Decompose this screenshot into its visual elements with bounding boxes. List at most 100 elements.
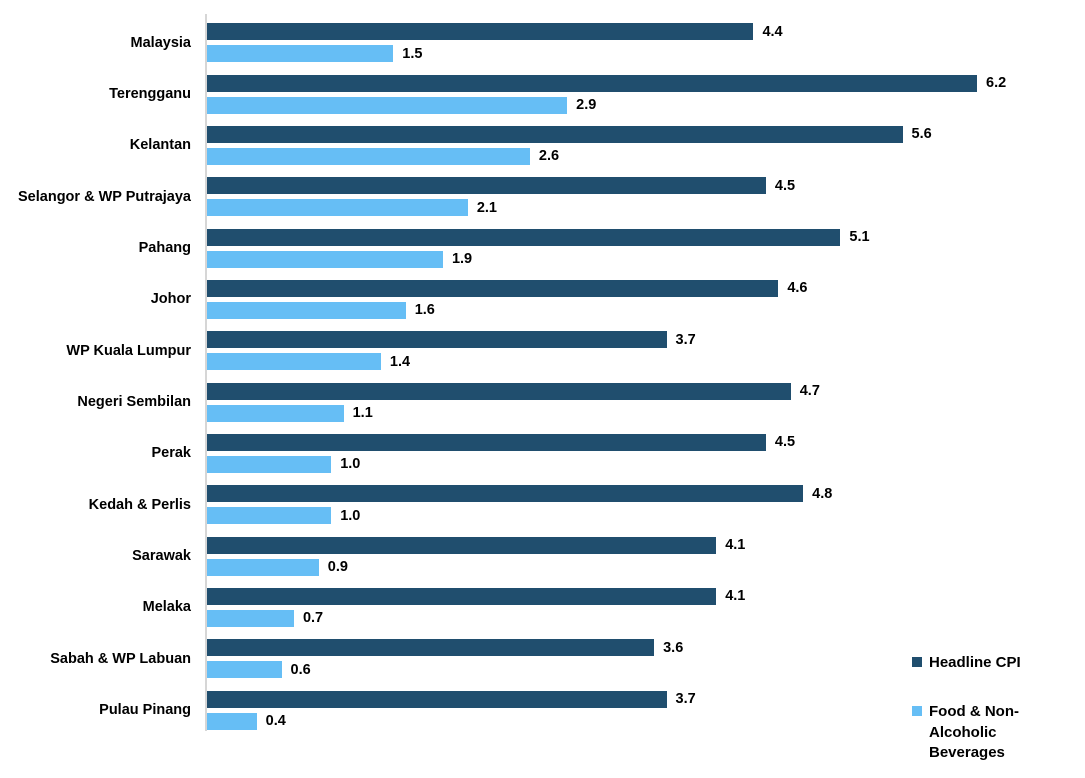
value-label: 0.9: [327, 559, 348, 576]
bar-line-headline: 4.5: [207, 433, 1085, 451]
food-beverages-bar: [207, 455, 332, 473]
legend-label-headline-cpi: Headline CPI: [929, 654, 1021, 671]
value-label: 4.6: [787, 280, 808, 297]
headline-cpi-bar: [207, 23, 754, 41]
bar-group: 4.7 1.1: [207, 382, 1085, 422]
bar-line-headline: 4.1: [207, 536, 1085, 554]
value-label: 4.1: [725, 588, 746, 605]
headline-cpi-bar: [207, 177, 766, 195]
category-label: Terengganu: [109, 85, 191, 102]
chart-rows: Malaysia 4.4 1.5 Terengganu 6.2 2.9 Kelantan 5.…: [0, 17, 1085, 736]
headline-cpi-bar: [207, 485, 804, 503]
bar-line-food: 1.1: [207, 404, 1085, 422]
headline-cpi-bar: [207, 228, 841, 246]
bar-line-food: 1.5: [207, 45, 1085, 63]
value-label: 2.1: [476, 199, 497, 216]
bar-line-food: 1.6: [207, 301, 1085, 319]
legend: Headline CPI Food & Non-Alcoholic Bevera…: [912, 653, 1072, 763]
value-label: 1.4: [389, 353, 411, 370]
bar-line-headline: 4.1: [207, 587, 1085, 605]
value-label: 2.6: [538, 148, 560, 165]
food-beverages-bar: [207, 661, 282, 679]
bar-line-food: 1.0: [207, 507, 1085, 525]
bar-line-food: 1.0: [207, 455, 1085, 473]
category-label: Sarawak: [132, 548, 191, 565]
headline-cpi-bar: [207, 382, 791, 400]
category-label: Johor: [150, 291, 191, 308]
bar-line-headline: 3.6: [207, 639, 1085, 657]
chart-row-13: Pulau Pinang 3.7 0.4: [0, 684, 1085, 735]
bar-group: 4.5 2.1: [207, 177, 1085, 217]
category-label: Kedah & Perlis: [88, 496, 191, 513]
value-label: 5.6: [911, 126, 932, 143]
headline-cpi-bar: [207, 587, 717, 605]
value-label: 4.8: [812, 485, 833, 502]
bar-group: 4.6 1.6: [207, 279, 1085, 319]
headline-cpi-bar: [207, 690, 667, 708]
chart-row-0: Malaysia 4.4 1.5: [0, 17, 1085, 68]
bar-line-headline: 5.6: [207, 125, 1085, 143]
bar-group: 4.1 0.7: [207, 587, 1085, 627]
category-label: Perak: [151, 445, 191, 462]
bar-group: 3.6 0.6: [207, 639, 1085, 679]
bar-line-food: 0.7: [207, 609, 1085, 627]
value-label: 4.5: [774, 434, 796, 451]
value-label: 0.7: [302, 610, 324, 627]
value-label: 1.1: [352, 405, 373, 422]
chart-row-3: Selangor & WP Putrajaya 4.5 2.1: [0, 171, 1085, 222]
food-beverages-bar: [207, 45, 394, 63]
chart-row-4: Pahang 5.1 1.9: [0, 222, 1085, 273]
chart-row-12: Sabah & WP Labuan 3.6 0.6: [0, 633, 1085, 684]
headline-cpi-bar: [207, 433, 766, 451]
value-label: 4.4: [762, 23, 783, 40]
food-beverages-bar: [207, 96, 568, 114]
bar-line-food: 2.9: [207, 96, 1085, 114]
chart-row-2: Kelantan 5.6 2.6: [0, 120, 1085, 171]
food-beverages-bar: [207, 609, 294, 627]
bar-line-headline: 3.7: [207, 690, 1085, 708]
bar-line-headline: 6.2: [207, 74, 1085, 92]
chart-row-1: Terengganu 6.2 2.9: [0, 68, 1085, 119]
chart-row-5: Johor 4.6 1.6: [0, 274, 1085, 325]
value-label: 1.0: [340, 507, 361, 524]
bar-line-headline: 4.8: [207, 485, 1085, 503]
bar-group: 3.7 1.4: [207, 331, 1085, 371]
food-beverages-bar: [207, 147, 530, 165]
bar-line-headline: 4.6: [207, 279, 1085, 297]
value-label: 4.5: [774, 177, 796, 194]
value-label: 3.7: [675, 691, 696, 708]
bar-line-headline: 3.7: [207, 331, 1085, 349]
legend-item-food-beverages: Food & Non-Alcoholic Beverages: [912, 702, 1072, 763]
chart-row-7: Negeri Sembilan 4.7 1.1: [0, 376, 1085, 427]
food-beverages-bar: [207, 353, 381, 371]
category-label: Melaka: [142, 599, 191, 616]
bar-group: 4.5 1.0: [207, 433, 1085, 473]
value-label: 1.9: [451, 251, 473, 268]
category-label: WP Kuala Lumpur: [66, 342, 191, 359]
headline-cpi-bar: [207, 639, 655, 657]
bar-line-food: 2.6: [207, 147, 1085, 165]
category-label: Kelantan: [129, 137, 191, 154]
headline-cpi-bar: [207, 536, 717, 554]
value-label: 2.9: [576, 97, 597, 114]
headline-cpi-bar: [207, 74, 978, 92]
value-label: 3.6: [663, 639, 684, 656]
legend-swatch-food-beverages: [912, 706, 922, 717]
food-beverages-bar: [207, 199, 468, 217]
category-label: Negeri Sembilan: [77, 394, 191, 411]
legend-swatch-headline-cpi: [912, 657, 922, 667]
y-axis-line: [205, 14, 207, 731]
value-label: 5.1: [849, 229, 870, 246]
value-label: 6.2: [986, 75, 1007, 92]
chart-row-9: Kedah & Perlis 4.8 1.0: [0, 479, 1085, 530]
value-label: 4.1: [725, 537, 746, 554]
bar-line-food: 0.6: [207, 661, 1085, 679]
bar-group: 4.4 1.5: [207, 23, 1085, 63]
category-label: Selangor & WP Putrajaya: [18, 188, 191, 205]
value-label: 3.7: [675, 331, 696, 348]
legend-item-headline-cpi: Headline CPI: [912, 653, 1072, 673]
bar-group: 5.6 2.6: [207, 125, 1085, 165]
bar-line-headline: 4.5: [207, 177, 1085, 195]
category-label: Pahang: [138, 239, 191, 256]
